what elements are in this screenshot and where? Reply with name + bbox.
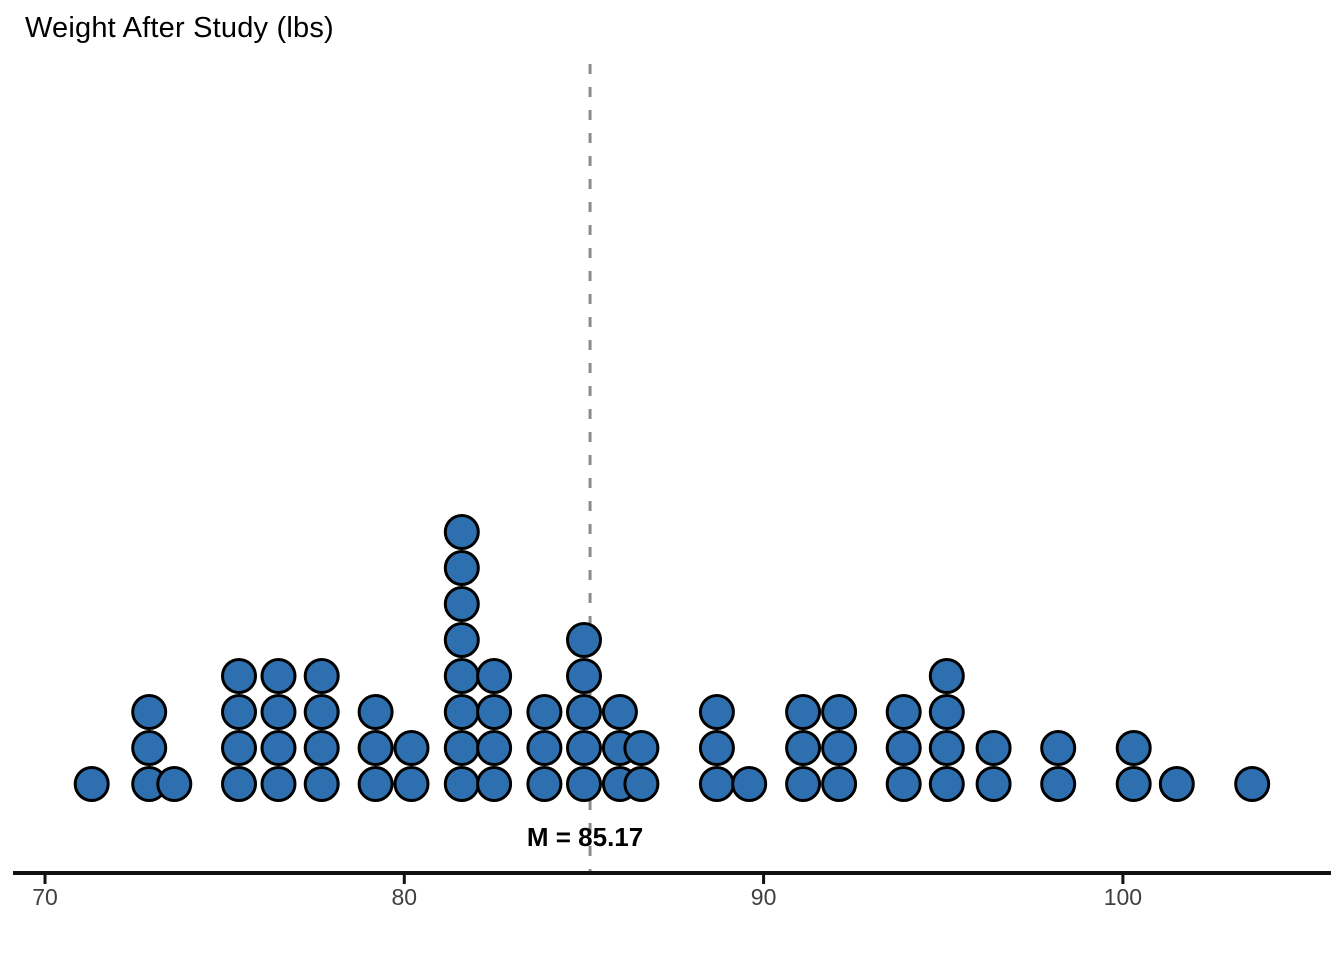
data-dot xyxy=(476,658,513,694)
data-dot xyxy=(698,766,735,802)
data-dot xyxy=(73,766,110,802)
data-dot xyxy=(566,694,602,730)
data-dot xyxy=(975,766,1012,802)
data-dot xyxy=(526,766,563,802)
data-dot xyxy=(1158,766,1195,802)
data-dot xyxy=(975,730,1012,766)
data-dot xyxy=(221,694,257,730)
data-dot xyxy=(156,766,193,802)
data-dot xyxy=(303,730,340,766)
data-dot xyxy=(566,766,602,802)
data-dot xyxy=(821,766,858,802)
data-dot xyxy=(885,766,922,802)
data-dot xyxy=(131,694,168,730)
data-dot xyxy=(928,766,965,802)
data-dot xyxy=(623,730,660,766)
data-dot xyxy=(357,730,394,766)
data-dot xyxy=(928,658,965,694)
data-dot xyxy=(303,658,340,694)
data-dot xyxy=(1115,766,1152,802)
x-axis-tick-label: 100 xyxy=(1104,884,1142,910)
x-axis-tick-label: 90 xyxy=(751,884,777,910)
data-dot xyxy=(357,694,394,730)
data-dot xyxy=(260,694,297,730)
data-dot xyxy=(260,658,297,694)
data-dot xyxy=(357,766,394,802)
data-dot xyxy=(566,730,602,766)
data-dot xyxy=(443,658,480,694)
data-dot xyxy=(731,766,768,802)
data-dot xyxy=(131,730,168,766)
data-dot xyxy=(885,730,922,766)
data-dot xyxy=(303,766,340,802)
mean-label: M = 85.17 xyxy=(527,822,643,852)
data-dot xyxy=(443,766,480,802)
data-dot xyxy=(260,766,297,802)
data-dot xyxy=(785,766,822,802)
data-dot xyxy=(476,766,513,802)
data-dot xyxy=(393,730,430,766)
data-dot xyxy=(303,694,340,730)
data-dot xyxy=(928,694,965,730)
data-dot xyxy=(443,694,480,730)
chart-title: Weight After Study (lbs) xyxy=(25,12,334,44)
data-dot xyxy=(526,694,563,730)
data-dot xyxy=(393,766,430,802)
data-dot xyxy=(566,622,602,658)
data-dot xyxy=(698,730,735,766)
data-dot xyxy=(623,766,660,802)
data-dot xyxy=(221,766,257,802)
data-dot xyxy=(1234,766,1271,802)
data-dot xyxy=(1115,730,1152,766)
x-axis-tick-label: 70 xyxy=(32,884,58,910)
data-dot xyxy=(821,694,858,730)
data-dot xyxy=(698,694,735,730)
data-dot xyxy=(566,658,602,694)
data-dot xyxy=(260,730,297,766)
data-dot xyxy=(443,514,480,550)
data-dot xyxy=(443,586,480,622)
data-dot xyxy=(221,658,257,694)
data-dot xyxy=(476,730,513,766)
data-dot xyxy=(785,730,822,766)
data-dot xyxy=(885,694,922,730)
data-dot xyxy=(221,730,257,766)
data-dot xyxy=(1040,730,1077,766)
data-dot xyxy=(785,694,822,730)
data-dot xyxy=(443,550,480,586)
data-dot xyxy=(928,730,965,766)
data-dot xyxy=(526,730,563,766)
data-dot xyxy=(443,730,480,766)
data-dot xyxy=(443,622,480,658)
data-dot xyxy=(821,730,858,766)
data-dot xyxy=(476,694,513,730)
x-axis-tick-label: 80 xyxy=(392,884,418,910)
data-dot xyxy=(601,694,638,730)
data-dot xyxy=(1040,766,1077,802)
